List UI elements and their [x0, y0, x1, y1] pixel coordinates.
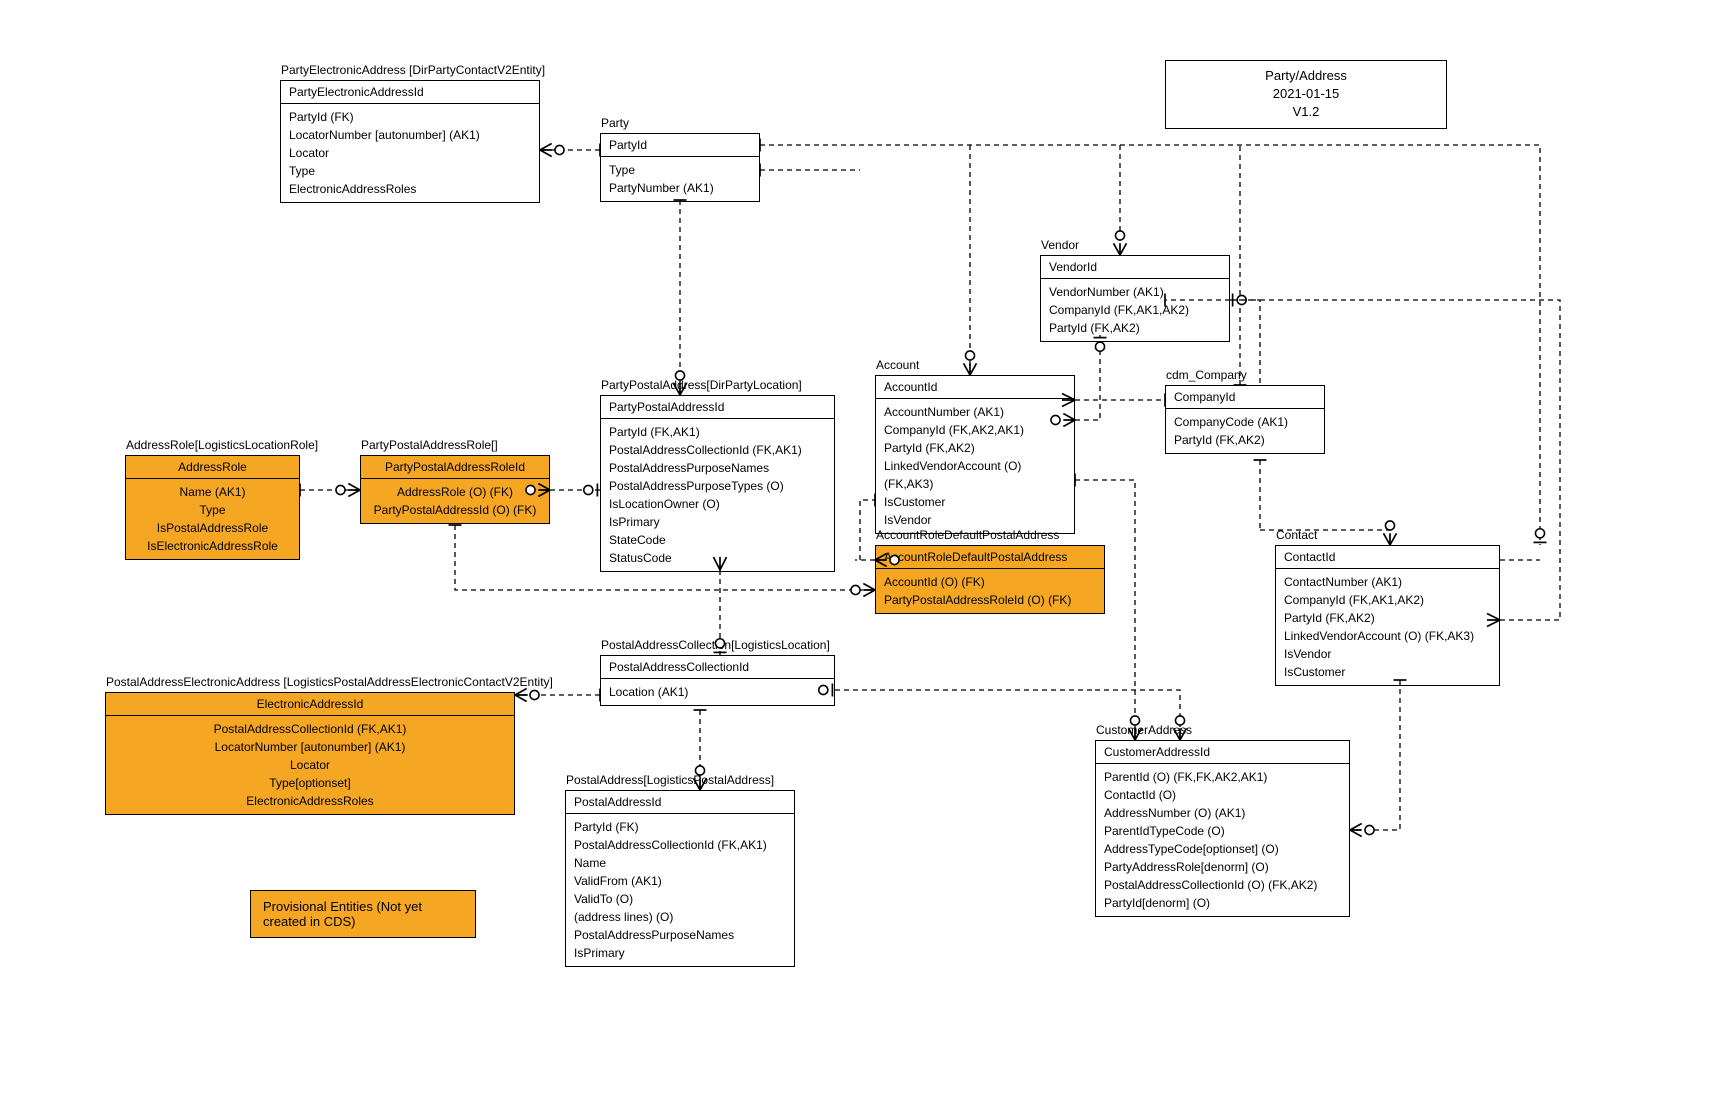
entity-pk: VendorId	[1041, 256, 1229, 279]
entity-party-postal-address-role: PartyPostalAddressRole[] PartyPostalAddr…	[360, 455, 550, 524]
entity-pk: ElectronicAddressId	[106, 693, 514, 716]
entity-attrs: Type PartyNumber (AK1)	[601, 157, 759, 201]
entity-pk: CompanyId	[1166, 386, 1324, 409]
entity-pk: PostalAddressCollectionId	[601, 656, 834, 679]
entity-attrs: PostalAddressCollectionId (FK,AK1) Locat…	[106, 716, 514, 814]
entity-title: PostalAddressElectronicAddress [Logistic…	[106, 675, 553, 689]
entity-pk: AccountId	[876, 376, 1074, 399]
entity-title: AddressRole[LogisticsLocationRole]	[126, 438, 318, 452]
entity-title: Contact	[1276, 528, 1317, 542]
entity-title: Account	[876, 358, 919, 372]
entity-pk: AddressRole	[126, 456, 299, 479]
diagram-date: 2021-01-15	[1196, 85, 1416, 103]
entity-attrs: PartyId (FK,AK1) PostalAddressCollection…	[601, 419, 834, 571]
entity-title: PartyPostalAddress[DirPartyLocation]	[601, 378, 802, 392]
entity-attrs: PartyId (FK) PostalAddressCollectionId (…	[566, 814, 794, 966]
entity-vendor: Vendor VendorId VendorNumber (AK1) Compa…	[1040, 255, 1230, 342]
entity-postal-address-collection: PostalAddressCollection[LogisticsLocatio…	[600, 655, 835, 706]
entity-title: cdm_Company	[1166, 368, 1247, 382]
entity-title: Vendor	[1041, 238, 1079, 252]
entity-title: Party	[601, 116, 629, 130]
entity-address-role: AddressRole[LogisticsLocationRole] Addre…	[125, 455, 300, 560]
entity-account-role-default-postal-address: AccountRoleDefaultPostalAddress AccountR…	[875, 545, 1105, 614]
entity-attrs: AccountNumber (AK1) CompanyId (FK,AK2,AK…	[876, 399, 1074, 533]
entity-pk: PartyId	[601, 134, 759, 157]
entity-attrs: AccountId (O) (FK) PartyPostalAddressRol…	[876, 569, 1104, 613]
entity-title: AccountRoleDefaultPostalAddress	[876, 528, 1059, 542]
entity-postal-address: PostalAddress[LogisticsPostalAddress] Po…	[565, 790, 795, 967]
entity-pk: AccountRoleDefaultPostalAddress	[876, 546, 1104, 569]
entity-title: CustomerAddress	[1096, 723, 1192, 737]
entity-postal-address-electronic-address: PostalAddressElectronicAddress [Logistic…	[105, 692, 515, 815]
entity-title: PostalAddress[LogisticsPostalAddress]	[566, 773, 774, 787]
entity-title: PostalAddressCollection[LogisticsLocatio…	[601, 638, 830, 652]
legend-text: Provisional Entities (Not yet created in…	[263, 899, 422, 929]
entity-company: cdm_Company CompanyId CompanyCode (AK1) …	[1165, 385, 1325, 454]
entity-pk: CustomerAddressId	[1096, 741, 1349, 764]
diagram-version: V1.2	[1196, 103, 1416, 121]
diagram-info-box: Party/Address 2021-01-15 V1.2	[1165, 60, 1447, 129]
entity-attrs: Location (AK1)	[601, 679, 834, 705]
entity-attrs: VendorNumber (AK1) CompanyId (FK,AK1,AK2…	[1041, 279, 1229, 341]
entity-attrs: ParentId (O) (FK,FK,AK2,AK1) ContactId (…	[1096, 764, 1349, 916]
entity-pk: PartyElectronicAddressId	[281, 81, 539, 104]
entity-attrs: CompanyCode (AK1) PartyId (FK,AK2)	[1166, 409, 1324, 453]
diagram-title: Party/Address	[1196, 67, 1416, 85]
entity-pk: PartyPostalAddressRoleId	[361, 456, 549, 479]
entity-party-electronic-address: PartyElectronicAddress [DirPartyContactV…	[280, 80, 540, 203]
entity-title: PartyElectronicAddress [DirPartyContactV…	[281, 63, 545, 77]
entity-pk: PostalAddressId	[566, 791, 794, 814]
legend-provisional-entities: Provisional Entities (Not yet created in…	[250, 890, 476, 938]
entity-attrs: Name (AK1) Type IsPostalAddressRole IsEl…	[126, 479, 299, 559]
entity-title: PartyPostalAddressRole[]	[361, 438, 498, 452]
entity-party-postal-address: PartyPostalAddress[DirPartyLocation] Par…	[600, 395, 835, 572]
entity-customer-address: CustomerAddress CustomerAddressId Parent…	[1095, 740, 1350, 917]
entity-attrs: PartyId (FK) LocatorNumber [autonumber] …	[281, 104, 539, 202]
entity-attrs: AddressRole (O) (FK) PartyPostalAddressI…	[361, 479, 549, 523]
entity-party: Party PartyId Type PartyNumber (AK1)	[600, 133, 760, 202]
entity-attrs: ContactNumber (AK1) CompanyId (FK,AK1,AK…	[1276, 569, 1499, 685]
entity-pk: PartyPostalAddressId	[601, 396, 834, 419]
entity-contact: Contact ContactId ContactNumber (AK1) Co…	[1275, 545, 1500, 686]
entity-pk: ContactId	[1276, 546, 1499, 569]
entity-account: Account AccountId AccountNumber (AK1) Co…	[875, 375, 1075, 534]
